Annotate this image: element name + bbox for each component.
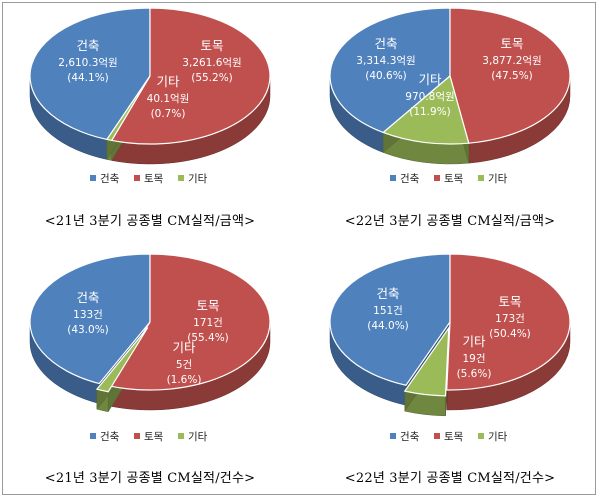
legend-label-building: 건축 [400,173,420,185]
pie-tops [329,7,571,145]
legend-label-other: 기타 [488,431,508,443]
legend-label-civil: 토목 [144,173,164,185]
slice-label-civil: 토목 [500,36,523,51]
slice-value-civil: 3,877.2억원 [482,55,541,67]
slice-value-other: 5건 [176,359,192,371]
legend-swatch-civil [134,175,140,181]
legend-label-other: 기타 [188,431,208,443]
slice-value-civil: 173건 [495,313,525,325]
legend-label-building: 건축 [100,431,120,443]
slice-percent-civil: (55.4%) [187,332,229,344]
slice-label-civil: 토목 [498,294,521,309]
legend-swatch-other [478,175,484,181]
pie-slice-building [29,253,151,385]
slice-label-other: 기타 [462,334,486,349]
slice-value-building: 133건 [73,309,103,321]
slice-percent-civil: (55.2%) [191,72,233,84]
pie-slice-other [105,75,151,142]
legend-label-civil: 토목 [444,431,464,443]
slice-percent-other: (5.6%) [457,368,492,380]
legend-swatch-other [478,433,484,439]
pie-slice-civil [110,7,271,145]
slice-percent-building: (40.6%) [365,70,407,82]
slice-value-building: 2,610.3억원 [58,57,117,69]
legend-label-civil: 토목 [144,431,164,443]
legend-swatch-building [90,175,96,181]
pie-slice-building [29,7,151,141]
slice-percent-civil: (50.4%) [489,328,531,340]
caption-22-count: <22년 3분기 공종별 CM실적/건수> [344,471,556,486]
chart-legend: 건축 토목 기타 [390,173,508,185]
slice-value-civil: 3,261.6억원 [182,57,241,69]
pie-slice-other [403,325,450,397]
chart-panel-21-count: 건축 133건 (43.0%) 토목 171건 (55.4%) 기타 5건 (1.6%) 건축 토목… [4,250,296,495]
pie-slice-civil [446,253,571,391]
legend-swatch-civil [434,175,440,181]
slice-label-other: 기타 [418,72,442,87]
slice-label-civil: 토목 [200,38,223,53]
legend-label-building: 건축 [100,173,120,185]
pie-slice-other [95,327,149,393]
legend-swatch-building [390,433,396,439]
slice-label-building: 건축 [374,36,397,51]
slice-value-other: 40.1억원 [147,93,190,105]
chart-legend: 건축 토목 기타 [90,431,208,443]
legend-swatch-civil [134,433,140,439]
slice-percent-other: (0.7%) [151,108,186,120]
slice-label-building: 건축 [76,38,99,53]
slice-label-building: 건축 [76,290,99,305]
slice-percent-other: (1.6%) [167,374,202,386]
slice-label-other: 기타 [172,340,196,355]
legend-label-civil: 토목 [444,173,464,185]
slice-value-other: 970.8억원 [405,91,454,103]
legend-swatch-civil [434,433,440,439]
chart-panel-21-amount: 건축 2,610.3억원 (44.1%) 토목 3,261.6억원 (55.2%) 기타 40… [4,4,296,249]
slice-value-civil: 171건 [193,317,223,329]
slice-percent-building: (44.0%) [367,320,409,332]
pie-chart-22-amount: 건축 3,314.3억원 (40.6%) 토목 3,877.2억원 (47.5%) 기타 97… [329,7,571,185]
slice-value-building: 3,314.3억원 [356,55,415,67]
legend-swatch-building [90,433,96,439]
chart-legend: 건축 토목 기타 [90,173,208,185]
legend-swatch-other [178,175,184,181]
pie-slice-building [329,253,451,386]
chart-panel-22-count: 건축 151건 (44.0%) 토목 173건 (50.4%) 기타 19건 (5.6%) 건축 토… [304,250,596,495]
caption-22-amount: <22년 3분기 공종별 CM실적/금액> [344,214,556,229]
slice-percent-other: (11.9%) [409,106,451,118]
chart-panel-22-amount: 건축 3,314.3억원 (40.6%) 토목 3,877.2억원 (47.5%) 기타 97… [304,4,596,249]
pie-slice-civil [109,253,271,391]
pie-tops [29,253,271,393]
slice-label-other: 기타 [156,74,180,89]
caption-21-amount: <21년 3분기 공종별 CM실적/금액> [44,214,256,229]
pie-chart-21-amount: 건축 2,610.3억원 (44.1%) 토목 3,261.6억원 (55.2%) 기타 40… [29,7,271,185]
slice-label-civil: 토목 [196,298,219,313]
slice-value-building: 151건 [373,305,403,317]
legend-label-building: 건축 [400,431,420,443]
legend-label-other: 기타 [188,173,208,185]
legend-label-other: 기타 [488,173,508,185]
slice-percent-civil: (47.5%) [491,70,533,82]
chart-legend: 건축 토목 기타 [390,431,508,443]
pie-tops [29,7,271,145]
slice-percent-building: (43.0%) [67,324,109,336]
legend-swatch-other [178,433,184,439]
slice-label-building: 건축 [376,286,399,301]
caption-21-count: <21년 3분기 공종별 CM실적/건수> [44,471,256,486]
legend-swatch-building [390,175,396,181]
slice-percent-building: (44.1%) [67,72,109,84]
pie-tops [329,253,571,397]
pie-slice-civil [449,7,571,144]
slice-value-other: 19건 [462,353,485,365]
pie-slice-other [382,74,470,145]
